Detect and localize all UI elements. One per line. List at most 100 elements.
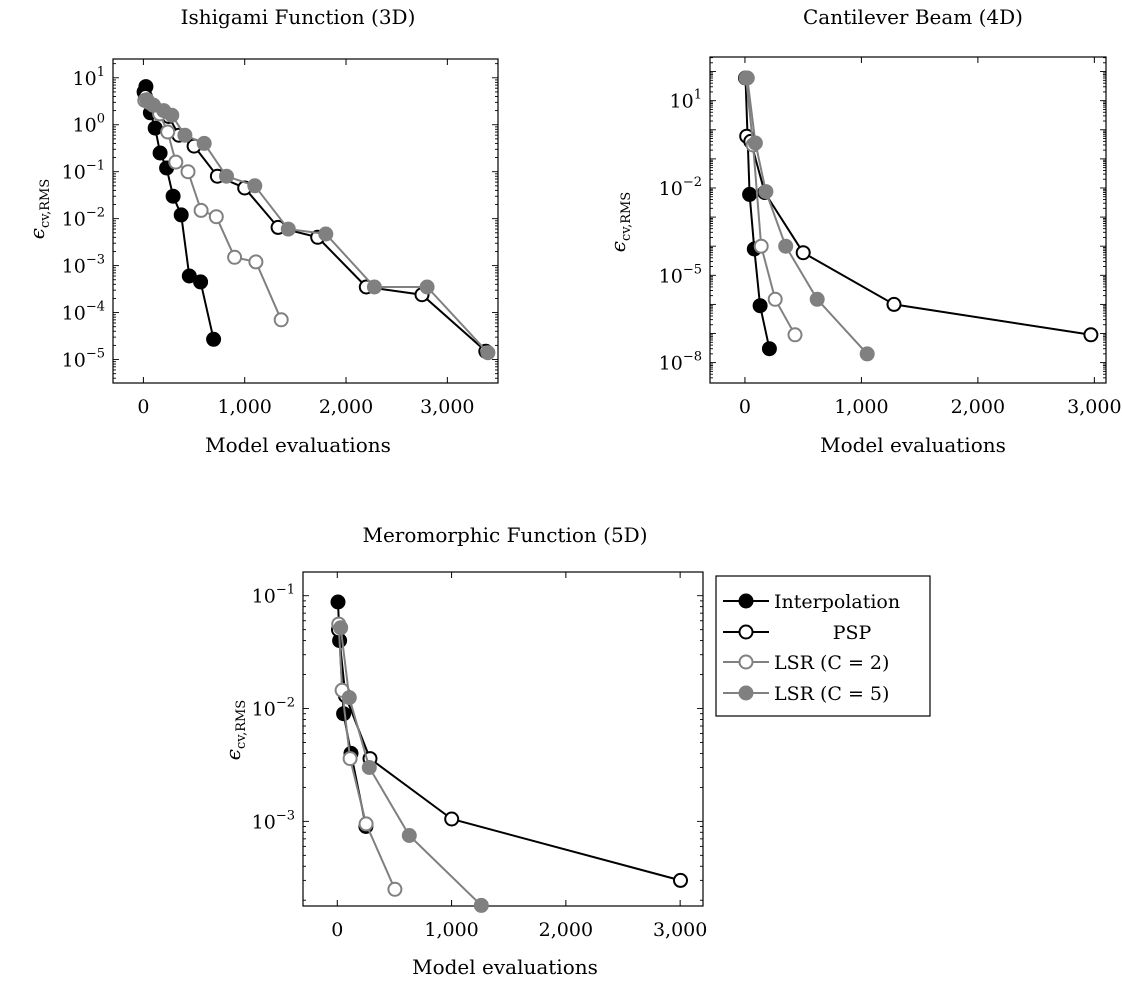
legend-entry-interpolation: Interpolation (723, 591, 900, 613)
series-lsr5-cantilever (739, 70, 875, 362)
data-point-psp (444, 811, 460, 827)
series-line-lsr5 (746, 77, 868, 355)
series-ishigami (136, 79, 496, 361)
data-point-lsr5 (739, 70, 755, 86)
data-point-interpolation (181, 268, 197, 284)
legend-entry-lsr5: LSR (C = 5) (723, 683, 889, 705)
plot-area-cantilever (709, 56, 1107, 384)
xtick-label-meromorphic: 3,000 (653, 919, 707, 941)
ylabel-meromorphic: ϵcv,RMS (221, 700, 249, 760)
data-point-psp (673, 872, 688, 888)
plot-area-meromorphic (302, 571, 704, 907)
data-point-lsr5 (809, 291, 825, 307)
xtick-label-ishigami: 3,000 (420, 396, 474, 418)
data-point-lsr5 (747, 135, 763, 151)
legend-marker-lsr5 (738, 685, 754, 701)
legend-label-lsr2: LSR (C = 2) (774, 652, 889, 674)
data-point-lsr5 (247, 178, 263, 194)
data-point-lsr5 (164, 107, 180, 123)
xtick-label-cantilever: 1,000 (834, 396, 888, 418)
chart-title-cantilever: Cantilever Beam (4D) (803, 5, 1023, 29)
ytick-label-cantilever: 10−2 (659, 175, 702, 200)
legend-label-psp: PSP (833, 622, 872, 644)
ytick-label-ishigami: 10−3 (62, 253, 105, 278)
series-psp-cantilever (739, 128, 1099, 343)
data-point-interpolation (752, 298, 768, 314)
data-point-interpolation (147, 120, 163, 136)
panel-ishigami: Ishigami Function (3D) Model evaluations… (25, 5, 499, 457)
xtick-label-meromorphic: 1,000 (424, 919, 478, 941)
xlabel-cantilever: Model evaluations (820, 433, 1006, 457)
series-interpolation-ishigami (136, 79, 222, 347)
data-point-lsr2 (208, 209, 224, 225)
data-point-lsr2 (168, 154, 184, 170)
xlabel-ishigami: Model evaluations (205, 433, 391, 457)
ylabel-ishigami: ϵcv,RMS (25, 179, 53, 239)
data-point-lsr5 (401, 828, 417, 843)
series-interpolation-cantilever (738, 70, 777, 357)
data-point-interpolation (152, 145, 168, 161)
data-point-lsr5 (473, 897, 489, 913)
ytick-label-ishigami: 100 (73, 112, 105, 137)
xtick-label-ishigami: 0 (137, 396, 149, 418)
series-psp-meromorphic (331, 622, 688, 888)
data-point-lsr5 (758, 184, 774, 200)
xtick-label-meromorphic: 0 (331, 919, 343, 941)
data-point-lsr5 (419, 279, 435, 295)
ticks-cantilever: 0 1,000 2,000 3,000 10−8 10−5 10−2 101 (659, 57, 1122, 418)
data-point-lsr5 (778, 238, 794, 254)
data-point-interpolation (165, 188, 181, 204)
ylabel-cantilever: ϵcv,RMS (606, 192, 634, 252)
data-point-lsr2 (227, 249, 243, 265)
data-point-lsr2 (342, 751, 358, 767)
data-point-lsr2 (787, 327, 803, 343)
data-point-lsr5 (333, 620, 349, 636)
data-point-lsr5 (219, 168, 234, 184)
xtick-label-cantilever: 0 (739, 396, 751, 418)
ytick-label-ishigami: 10−2 (62, 206, 105, 231)
plot-area-ishigami (112, 58, 499, 384)
data-point-lsr2 (358, 816, 374, 832)
ytick-label-ishigami: 10−4 (62, 300, 105, 325)
series-line-psp (337, 629, 681, 882)
data-point-lsr5 (480, 345, 496, 361)
legend: Interpolation PSP LSR (C = 2) LSR (C = 5… (715, 575, 931, 717)
data-point-lsr2 (180, 164, 196, 180)
ytick-label-cantilever: 10−5 (659, 262, 702, 287)
data-point-psp (795, 245, 811, 261)
data-point-interpolation (761, 341, 777, 357)
data-point-lsr2 (387, 881, 403, 897)
ytick-label-meromorphic: 10−1 (252, 583, 295, 608)
series-lsr2-cantilever (738, 70, 803, 343)
data-point-lsr2 (248, 254, 264, 270)
data-point-interpolation (173, 207, 189, 223)
panel-meromorphic: Meromorphic Function (5D) Model evaluati… (221, 523, 931, 979)
data-point-lsr5 (318, 226, 334, 242)
data-point-lsr2 (767, 291, 783, 307)
ticks-ishigami: 0 1,000 2,000 3,000 10−5 10−4 10−3 10−2 10−1 100 1… (62, 59, 498, 418)
legend-marker-interpolation (738, 593, 754, 609)
ytick-label-cantilever: 101 (670, 88, 702, 113)
ytick-label-meromorphic: 10−3 (252, 808, 295, 833)
xtick-label-ishigami: 2,000 (319, 396, 373, 418)
legend-marker-psp (738, 624, 754, 640)
panel-cantilever: Cantilever Beam (4D) Model evaluations ϵ… (606, 5, 1122, 457)
series-line-psp (144, 96, 487, 353)
series-psp-ishigami (137, 89, 494, 359)
legend-entry-lsr2: LSR (C = 2) (723, 652, 889, 674)
data-point-lsr2 (273, 312, 289, 328)
data-point-lsr2 (160, 124, 176, 140)
series-cantilever (738, 70, 1099, 362)
series-meromorphic (330, 594, 688, 913)
data-point-interpolation (330, 594, 346, 610)
ytick-label-ishigami: 101 (73, 65, 105, 90)
ytick-label-meromorphic: 10−2 (252, 696, 295, 721)
series-line-psp (745, 135, 1092, 336)
xtick-label-ishigami: 1,000 (218, 396, 272, 418)
data-point-interpolation (193, 274, 209, 290)
data-point-lsr5 (361, 760, 377, 775)
legend-label-lsr5: LSR (C = 5) (774, 683, 889, 705)
data-point-lsr5 (177, 127, 193, 143)
data-point-lsr2 (193, 202, 209, 218)
data-point-interpolation (742, 186, 758, 202)
